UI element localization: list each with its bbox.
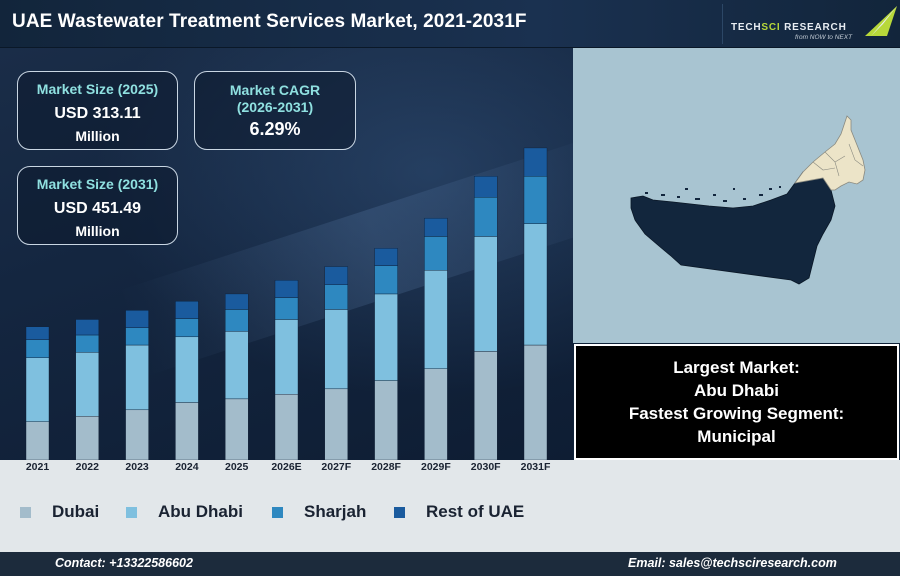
bar-segment-rest-of-uae-2027f [324, 266, 348, 286]
kpi-unit: Million [75, 223, 120, 239]
legend-label: Sharjah [304, 502, 367, 521]
kpi-market-cagr: Market CAGR (2026-2031) 6.29% [194, 71, 356, 150]
uae-map [630, 115, 866, 285]
stacked-bar-chart [25, 147, 548, 460]
bar-segment-rest-of-uae-2028f [374, 248, 398, 266]
x-tick-label: 2025 [225, 461, 249, 473]
x-tick-label: 2026E [271, 461, 302, 473]
kpi-value: USD 451.49 [53, 200, 142, 217]
legend-swatch [394, 507, 405, 518]
bar-segment-abu-dhabi-2022 [75, 352, 100, 417]
x-tick-label: 2029F [421, 461, 451, 473]
map-region-northern-emirates [794, 115, 866, 191]
kpi-market-size-2031: Market Size (2031) USD 451.49 Million [17, 166, 178, 245]
bar-segment-dubai-2030f [474, 351, 498, 460]
chart-panel: Market Size (2025) USD 313.11 Million Ma… [0, 48, 573, 460]
bar-segment-rest-of-uae-2025 [224, 293, 249, 310]
bar-segment-abu-dhabi-2031f [523, 223, 548, 346]
bar-segment-dubai-2028f [374, 380, 398, 460]
fastest-segment-label: Fastest Growing Segment: [628, 404, 845, 423]
bar-segment-dubai-2029f [424, 368, 448, 460]
bar-segment-abu-dhabi-2029f [424, 269, 448, 369]
bar-segment-rest-of-uae-2029f [424, 217, 448, 237]
logo-name: TECHSCI RESEARCH [731, 22, 847, 33]
bar-segment-abu-dhabi-2021 [25, 357, 50, 422]
bar-segment-abu-dhabi-2028f [374, 293, 398, 381]
kpi-market-size-2025: Market Size (2025) USD 313.11 Million [17, 71, 178, 150]
uae-map-panel [573, 48, 900, 343]
chart-legend: Dubai Abu Dhabi Sharjah Rest of UAE [0, 460, 900, 552]
bar-segment-dubai-2022 [75, 416, 100, 460]
page-title: UAE Wastewater Treatment Services Market… [12, 11, 527, 32]
bar-segment-dubai-2023 [125, 409, 149, 460]
x-axis: 2021 2022 2023 2024 2025 2026E 2027F 2028F 2029F… [0, 460, 573, 476]
bar-segment-sharjah-2028f [374, 265, 398, 295]
x-tick-label: 2031F [520, 461, 551, 473]
legend-swatch [20, 507, 31, 518]
footer-email[interactable]: Email: sales@techsciresearch.com [628, 556, 837, 570]
bar-segment-abu-dhabi-2027f [324, 309, 348, 390]
kpi-label: Market CAGR [229, 82, 321, 98]
bar-segment-rest-of-uae-2026e [274, 280, 299, 298]
bar-segment-sharjah-2030f [474, 196, 498, 237]
kpi-value: USD 313.11 [54, 105, 141, 122]
x-tick-label: 2030F [470, 461, 501, 473]
largest-market-value: Abu Dhabi [694, 381, 779, 400]
bar-segment-rest-of-uae-2030f [474, 176, 498, 198]
kpi-label: Market Size (2025) [36, 81, 159, 97]
bar-segment-abu-dhabi-2023 [125, 344, 149, 411]
bar-segment-abu-dhabi-2030f [474, 236, 498, 352]
x-tick-label: 2027F [321, 461, 352, 473]
legend-swatch [126, 507, 137, 518]
bar-segment-dubai-2025 [224, 398, 249, 460]
bar-segment-dubai-2021 [25, 421, 50, 460]
bar-segment-sharjah-2024 [175, 318, 199, 338]
kpi-label-period: (2026-2031) [236, 99, 314, 115]
fastest-segment-value: Municipal [697, 427, 776, 446]
footer-contact: Contact: +13322586602 [55, 556, 193, 570]
bar-segment-sharjah-2031f [523, 176, 548, 224]
bar-segment-rest-of-uae-2021 [25, 326, 50, 340]
bar-segment-sharjah-2023 [125, 327, 149, 346]
legend-swatch [272, 507, 283, 518]
bar-segment-rest-of-uae-2023 [125, 310, 149, 328]
kpi-unit: Million [75, 128, 120, 144]
x-tick-label: 2024 [175, 461, 199, 473]
bar-segment-abu-dhabi-2025 [224, 331, 249, 400]
bar-segment-sharjah-2026e [274, 297, 299, 320]
bar-segment-abu-dhabi-2026e [274, 319, 299, 395]
techsci-logo: TECHSCI RESEARCH from NOW to NEXT [722, 4, 898, 44]
bar-segment-sharjah-2021 [25, 339, 50, 358]
bar-segment-sharjah-2025 [224, 309, 249, 332]
x-tick-label: 2022 [75, 461, 99, 473]
logo-tagline: from NOW to NEXT [795, 34, 853, 41]
map-islands [645, 186, 781, 202]
logo-arrow-icon [865, 6, 897, 36]
bar-segment-sharjah-2022 [75, 334, 100, 353]
legend-label: Rest of UAE [426, 502, 525, 521]
x-tick-label: 2021 [25, 461, 50, 473]
legend-label: Dubai [52, 502, 100, 521]
bar-segment-sharjah-2027f [324, 284, 348, 310]
bar-segment-dubai-2031f [523, 344, 548, 460]
bar-segment-sharjah-2029f [424, 236, 448, 271]
footer-bar: Contact: +13322586602 Email: sales@techs… [0, 552, 900, 576]
largest-market-label: Largest Market: [673, 358, 800, 377]
x-tick-label: 2028F [371, 461, 401, 473]
kpi-value: 6.29% [249, 119, 301, 139]
bar-segment-rest-of-uae-2024 [175, 301, 199, 319]
x-tick-label: 2023 [125, 461, 149, 473]
bar-segment-rest-of-uae-2031f [523, 147, 548, 177]
legend-label: Abu Dhabi [158, 502, 243, 521]
bar-segment-dubai-2024 [175, 402, 199, 460]
kpi-label: Market Size (2031) [36, 176, 159, 192]
market-highlights-box: Largest Market: Abu Dhabi Fastest Growin… [574, 344, 899, 460]
bar-segment-rest-of-uae-2022 [75, 319, 100, 336]
bar-segment-abu-dhabi-2024 [175, 336, 199, 403]
header-bar: UAE Wastewater Treatment Services Market… [0, 0, 900, 48]
bar-segment-dubai-2026e [274, 394, 299, 460]
map-region-abu-dhabi [630, 171, 836, 285]
bar-segment-dubai-2027f [324, 388, 348, 460]
